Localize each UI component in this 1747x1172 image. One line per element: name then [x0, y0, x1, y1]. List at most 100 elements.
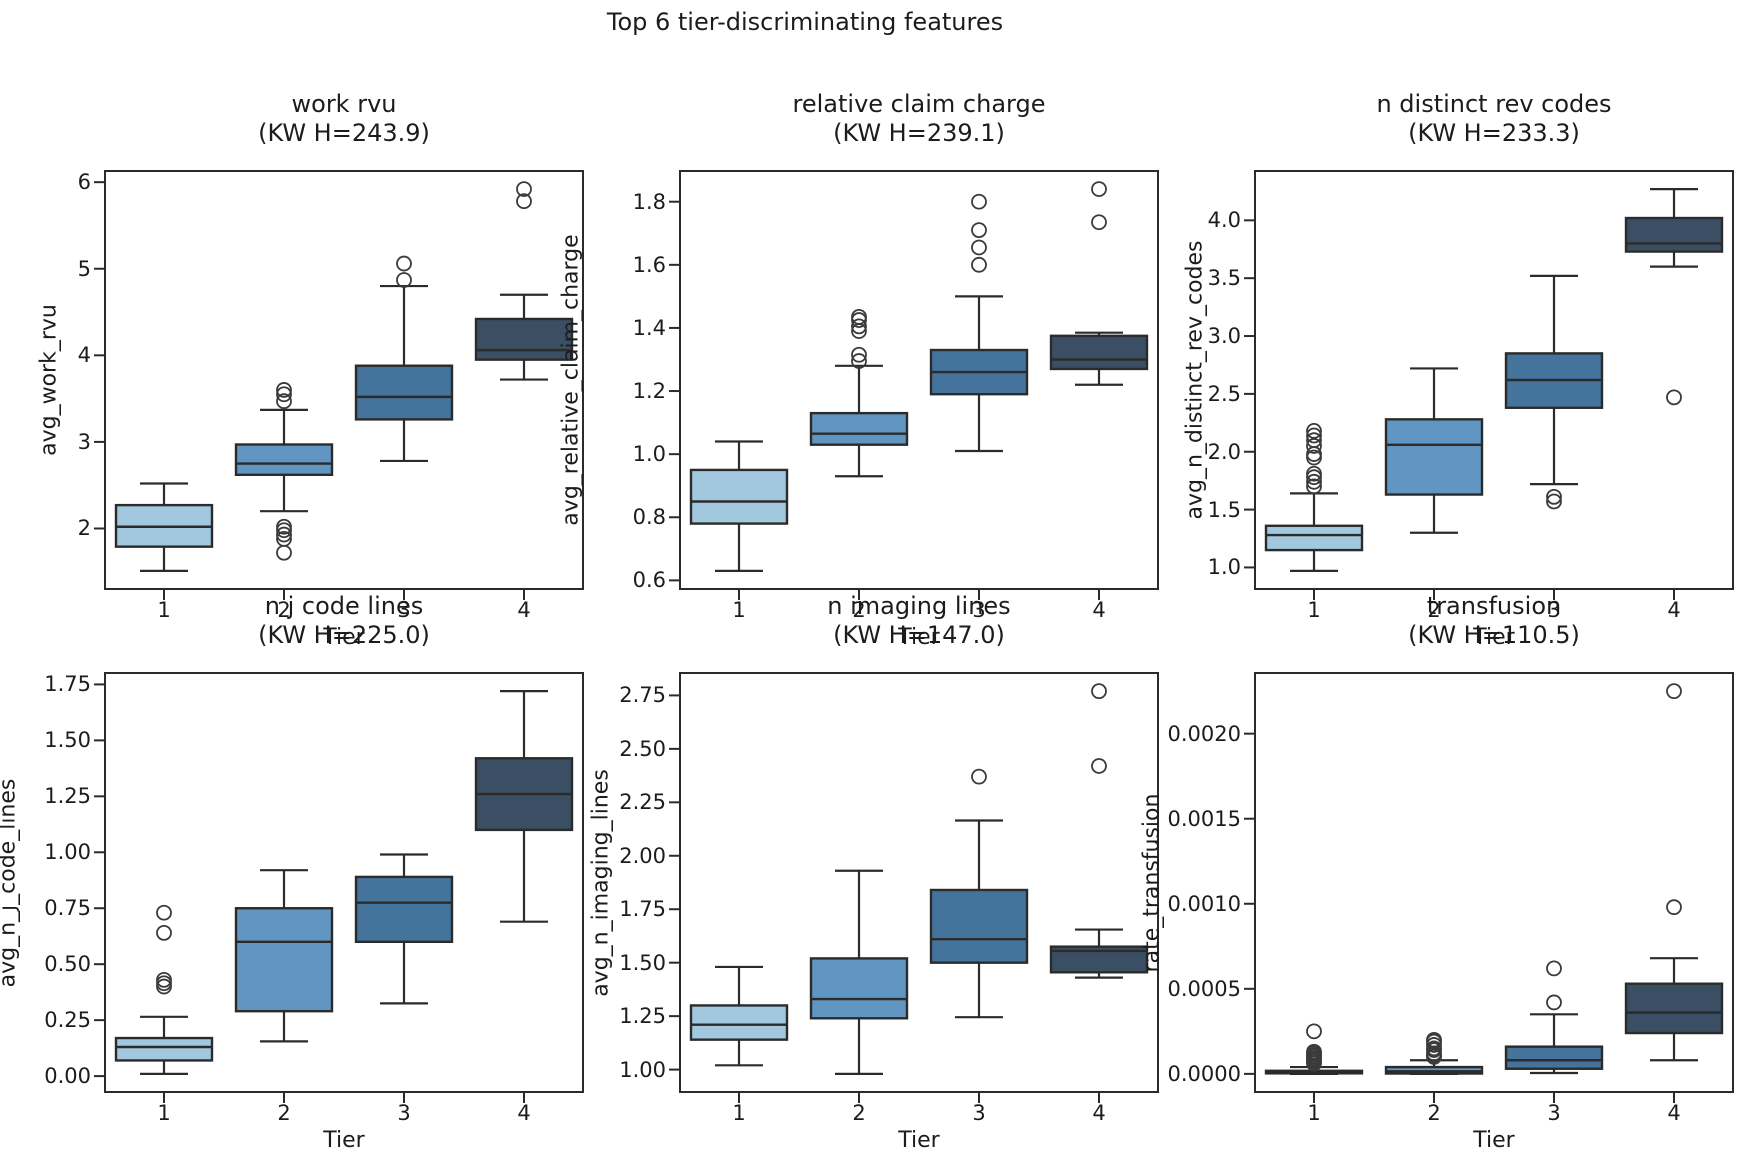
box-iqr	[114, 1036, 214, 1062]
subplot-kw-stat-transfusion: (KW H=110.5)	[1408, 621, 1580, 649]
subplot-title-n-distinct-rev-codes: n distinct rev codes	[1376, 90, 1612, 118]
y-tick-label: 0.25	[44, 1008, 91, 1033]
y-tick-label: 0.0020	[1167, 721, 1241, 746]
y-tick-label: 1.75	[44, 672, 91, 697]
boxplot-tier-4	[474, 181, 574, 381]
outlier-point	[276, 526, 292, 543]
y-tick-label: 1.75	[619, 897, 666, 922]
boxplot-tier-3	[354, 853, 454, 1005]
outlier-point	[156, 924, 172, 941]
axes-spines	[1254, 170, 1734, 590]
box-iqr	[1049, 334, 1149, 371]
outlier-point	[516, 181, 532, 197]
x-tick-label: 3	[972, 598, 986, 622]
outlier-point	[971, 222, 987, 239]
x-axis-label-transfusion: Tier	[1473, 1128, 1515, 1153]
outlier-point	[1426, 1031, 1442, 1048]
outlier-point	[396, 255, 412, 272]
x-tick-label: 3	[1547, 1101, 1561, 1125]
x-tick-label: 4	[1667, 1101, 1681, 1125]
y-tick-label: 2.50	[619, 736, 666, 761]
outlier-point	[276, 382, 292, 398]
outlier-point	[1306, 427, 1322, 444]
boxplot-tier-2	[1384, 1031, 1484, 1075]
outlier-point	[1306, 438, 1322, 454]
x-tick-label: 3	[1547, 598, 1561, 622]
x-tick-label: 1	[732, 598, 746, 622]
box-iqr	[1264, 524, 1364, 552]
y-tick-label: 2.75	[619, 683, 666, 708]
x-tick-label: 1	[157, 598, 171, 622]
x-axis-label-n-j-code-lines: Tier	[323, 1128, 365, 1153]
axes-spines	[1254, 672, 1734, 1093]
outlier-point	[1306, 1043, 1322, 1060]
outlier-point	[1091, 758, 1107, 774]
box-iqr	[1384, 418, 1484, 496]
boxplot-tier-3	[1504, 274, 1604, 510]
boxplot-tier-1	[689, 440, 789, 573]
boxplot-tier-2	[1384, 367, 1484, 534]
outlier-point	[1666, 683, 1682, 700]
subplot-kw-stat-n-j-code-lines: (KW H=225.0)	[258, 621, 430, 649]
y-tick-label: 1.6	[632, 252, 666, 277]
outlier-point	[1306, 423, 1322, 439]
subplot-title-transfusion: transfusion	[1426, 592, 1562, 620]
x-tick-label: 3	[397, 598, 411, 622]
boxplot-tier-3	[1504, 960, 1604, 1075]
y-tick-label: 0.75	[44, 896, 91, 921]
box-iqr	[234, 907, 334, 1013]
y-tick-label: 1.2	[632, 379, 666, 404]
y-tick-label: 2.00	[619, 843, 666, 868]
outlier-point	[1091, 181, 1107, 197]
box-iqr	[809, 411, 909, 446]
boxplot-tier-2	[234, 382, 334, 561]
y-tick-label: 3.0	[1207, 324, 1241, 349]
outlier-point	[396, 272, 412, 288]
subplot-title-work-rvu: work rvu	[291, 90, 397, 118]
outlier-point	[1306, 465, 1322, 482]
outlier-point	[1666, 389, 1682, 406]
y-tick-label: 3	[77, 429, 91, 454]
y-tick-label: 0.0010	[1167, 891, 1241, 916]
x-tick-label: 4	[1667, 598, 1681, 622]
boxplot-tier-3	[929, 768, 1029, 1019]
y-tick-label: 0.00	[44, 1064, 91, 1089]
boxplot-tier-4	[1624, 187, 1724, 406]
outlier-point	[276, 393, 292, 410]
outlier-point	[1306, 473, 1322, 490]
outlier-point	[1546, 960, 1562, 977]
x-tick-label: 4	[1092, 1101, 1106, 1125]
y-tick-label: 1.50	[619, 950, 666, 975]
y-tick-label: 1.0	[1207, 555, 1241, 580]
x-tick-label: 4	[1092, 598, 1106, 622]
plot-area-n-imaging-lines	[669, 672, 1159, 1103]
y-tick-label: 1.0	[632, 442, 666, 467]
outlier-point	[971, 768, 987, 785]
y-tick-label: 1.00	[619, 1057, 666, 1082]
x-tick-label: 2	[277, 1101, 291, 1125]
y-tick-label: 4	[77, 343, 91, 368]
x-tick-label: 2	[1427, 1101, 1441, 1125]
boxplot-tier-4	[1049, 683, 1149, 979]
box-iqr	[809, 957, 909, 1020]
plot-area-relative-claim-charge	[669, 170, 1159, 600]
x-axis-label-n-imaging-lines: Tier	[898, 1128, 940, 1153]
outlier-point	[1091, 683, 1107, 700]
boxplot-tier-1	[114, 904, 214, 1075]
boxplot-tier-2	[809, 869, 909, 1075]
boxplot-tier-1	[689, 965, 789, 1067]
boxplot-tier-3	[929, 193, 1029, 453]
subplot-title-n-imaging-lines: n imaging lines	[827, 592, 1011, 620]
box-iqr	[1504, 1045, 1604, 1070]
boxplot-tier-1	[114, 482, 214, 573]
subplot-kw-stat-work-rvu: (KW H=243.9)	[258, 119, 430, 147]
box-iqr	[1624, 216, 1724, 253]
x-tick-label: 1	[732, 1101, 746, 1125]
subplot-title-relative-claim-charge: relative claim charge	[792, 90, 1046, 118]
outlier-point	[851, 318, 867, 335]
y-tick-label: 4.0	[1207, 208, 1241, 233]
y-tick-label: 1.5	[1207, 497, 1241, 522]
y-tick-label: 0.6	[632, 568, 666, 593]
outlier-point	[851, 312, 867, 328]
box-iqr	[689, 1004, 789, 1041]
